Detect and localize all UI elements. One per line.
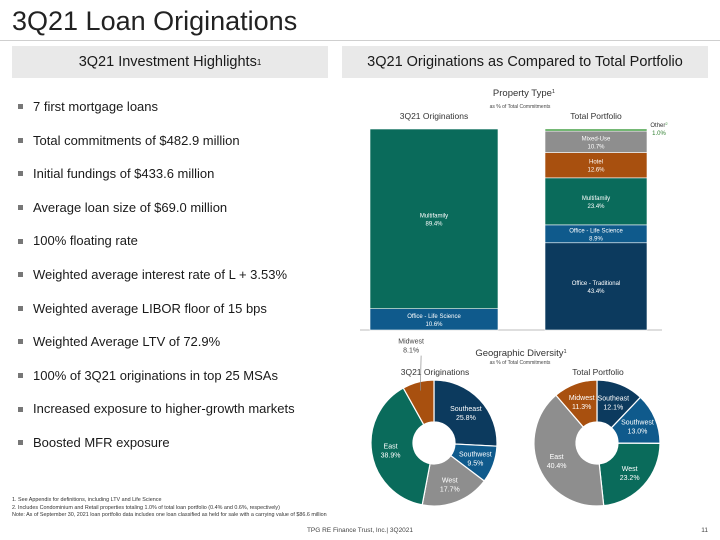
bar-segment <box>544 128 648 132</box>
donut-slice-value: 13.0% <box>628 428 648 435</box>
list-item: Boosted MFR exposure <box>18 426 295 460</box>
bar-segment <box>544 177 648 226</box>
bullet-icon <box>18 137 23 143</box>
list-item: Initial fundings of $433.6 million <box>18 157 295 191</box>
donut-slice-value: 38.9% <box>381 453 401 460</box>
bullet-icon <box>18 406 23 412</box>
donut-slice <box>370 387 431 506</box>
bullet-icon <box>18 171 23 177</box>
bar-category-label: Total Portfolio <box>570 111 622 121</box>
highlights-heading-text: 3Q21 Investment Highlights <box>78 54 257 70</box>
list-item: Weighted Average LTV of 72.9% <box>18 325 295 359</box>
donut-slice-value: 23.2% <box>620 475 640 482</box>
bar-segment-label: Mixed-Use <box>582 136 611 142</box>
page-title: 3Q21 Loan Originations <box>12 6 298 36</box>
footnotes: 1. See Appendix for definitions, includi… <box>12 497 327 520</box>
donut-slice <box>433 379 498 447</box>
title-divider <box>0 40 720 41</box>
bar-segment-value: 43.4% <box>587 289 605 295</box>
bar-segment <box>544 152 648 179</box>
donut-slice <box>555 379 598 428</box>
donut-chart-label: 3Q21 Originations <box>401 367 470 377</box>
donut-slice-label: East <box>384 444 398 451</box>
list-item: 100% of 3Q21 originations in top 25 MSAs <box>18 359 295 393</box>
donut-slice-value: 17.7% <box>440 487 460 494</box>
bar-segment-label: Multifamily <box>582 196 610 202</box>
bar-category-label: 3Q21 Originations <box>400 111 469 121</box>
footnote: Note: As of September 30, 2021 loan port… <box>12 512 327 519</box>
list-item: Total commitments of $482.9 million <box>18 124 295 158</box>
donut-slice-value: 40.4% <box>547 463 567 470</box>
geographic-diversity-subtitle: as % of Total Commitments <box>490 360 551 366</box>
footer-text: TPG RE Finance Trust, Inc.| 3Q2021 <box>306 527 414 534</box>
geographic-diversity-title: Geographic Diversity1 <box>475 348 566 359</box>
donut-slice-value: 12.1% <box>603 405 623 412</box>
bar-segment-value: 10.7% <box>587 144 605 150</box>
property-type-subtitle: as % of Total Commitments <box>490 104 551 110</box>
bar-segment-value: 8.9% <box>589 236 603 242</box>
property-type-title: Property Type1 <box>493 88 555 99</box>
bar-segment-label: Office - Life Science <box>569 228 623 234</box>
bar-segment <box>544 242 648 331</box>
donut-slice <box>598 442 661 507</box>
bullet-icon <box>18 205 23 211</box>
list-item: 7 first mortgage loans <box>18 90 295 124</box>
bar-segment-label: Hotel <box>589 160 603 166</box>
footnote: 2. Includes Condominium and Retail prope… <box>12 504 280 511</box>
donut-slice-label: Midwest <box>398 339 424 346</box>
donut-slice <box>533 394 605 507</box>
bar-segment-label: Office - Traditional <box>572 281 621 287</box>
list-item: Increased exposure to higher-growth mark… <box>18 392 295 426</box>
footnote: 1. See Appendix for definitions, includi… <box>12 497 162 503</box>
bullet-icon <box>18 104 23 110</box>
donut-slice-label: Southwest <box>621 419 654 426</box>
page-number: 11 <box>701 527 708 534</box>
highlights-list: 7 first mortgage loans Total commitments… <box>18 90 295 460</box>
highlights-heading-footnote: 1 <box>256 57 262 67</box>
donut-slice-label: West <box>442 478 458 485</box>
donut-slice-label: Southeast <box>450 406 482 413</box>
donut-slice-value: 8.1% <box>403 348 419 355</box>
donut-chart-label: Total Portfolio <box>572 367 624 377</box>
donut-slice-label: Midwest <box>569 395 595 402</box>
bar-segment-value: 10.6% <box>425 322 443 328</box>
list-item: Average loan size of $69.0 million <box>18 191 295 225</box>
donut-slice-label: West <box>622 466 638 473</box>
list-item: Weighted average LIBOR floor of 15 bps <box>18 292 295 326</box>
bar-segment-label: Other2 <box>650 121 668 130</box>
bullet-icon <box>18 238 23 244</box>
list-item: Weighted average interest rate of L + 3.… <box>18 258 295 292</box>
donut-slice-value: 25.8% <box>456 415 476 422</box>
bullet-icon <box>18 305 23 311</box>
highlights-heading: 3Q21 Investment Highlights 1 <box>12 46 328 78</box>
bullet-icon <box>18 339 23 345</box>
donut-slice-value: 11.3% <box>572 404 591 411</box>
bar-segment-value: 23.4% <box>587 204 605 210</box>
donut-slice <box>402 379 435 426</box>
bullet-icon <box>18 373 23 379</box>
donut-slice-label: Southwest <box>459 452 492 459</box>
bullet-icon <box>18 440 23 446</box>
donut-slice-label: East <box>550 454 564 461</box>
bar-segment-value: 12.6% <box>587 168 605 174</box>
bullet-icon <box>18 272 23 278</box>
comparison-heading-text: 3Q21 Originations as Compared to Total P… <box>367 54 683 70</box>
donut-slice-value: 9.5% <box>467 461 483 468</box>
bar-segment-label: Multifamily <box>420 213 448 219</box>
bar-segment-label: Office - Life Science <box>407 314 461 320</box>
donut-leader-line <box>420 355 422 391</box>
bar-segment <box>369 128 499 309</box>
bar-segment-value: 89.4% <box>425 221 443 227</box>
list-item: 100% floating rate <box>18 224 295 258</box>
bar-segment-value: 1.0% <box>652 131 666 137</box>
donut-slice-label: Southeast <box>598 396 630 403</box>
comparison-heading: 3Q21 Originations as Compared to Total P… <box>342 46 708 78</box>
